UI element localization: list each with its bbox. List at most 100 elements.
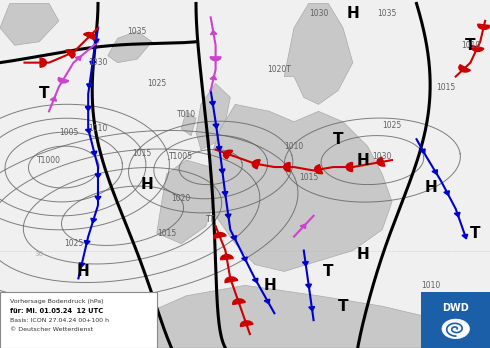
Text: 1030: 1030 bbox=[88, 58, 108, 67]
Polygon shape bbox=[300, 224, 306, 229]
Text: 1010: 1010 bbox=[461, 41, 480, 50]
Text: H: H bbox=[425, 180, 438, 196]
Text: 1015: 1015 bbox=[436, 82, 456, 92]
Polygon shape bbox=[79, 263, 85, 267]
Text: DWD: DWD bbox=[442, 303, 469, 313]
Polygon shape bbox=[157, 160, 216, 244]
Wedge shape bbox=[377, 157, 385, 166]
Polygon shape bbox=[302, 262, 308, 266]
Text: 1020: 1020 bbox=[172, 194, 191, 203]
Wedge shape bbox=[252, 160, 260, 169]
Polygon shape bbox=[84, 240, 90, 245]
Wedge shape bbox=[210, 57, 221, 61]
Text: 1020T: 1020T bbox=[268, 65, 291, 74]
Wedge shape bbox=[220, 255, 233, 260]
Text: H: H bbox=[141, 177, 153, 192]
Polygon shape bbox=[87, 84, 93, 88]
Polygon shape bbox=[210, 76, 217, 80]
Text: © Deutscher Wetterdienst: © Deutscher Wetterdienst bbox=[10, 327, 93, 332]
Polygon shape bbox=[306, 284, 312, 288]
FancyBboxPatch shape bbox=[421, 292, 490, 348]
Polygon shape bbox=[454, 212, 460, 217]
Polygon shape bbox=[219, 169, 225, 173]
Polygon shape bbox=[210, 102, 216, 106]
Wedge shape bbox=[471, 46, 484, 52]
Text: T: T bbox=[323, 264, 334, 279]
Text: T: T bbox=[470, 226, 481, 241]
Wedge shape bbox=[315, 165, 322, 174]
Text: H: H bbox=[263, 278, 276, 293]
Wedge shape bbox=[225, 277, 238, 283]
Text: 1010: 1010 bbox=[284, 142, 304, 151]
Text: 1025: 1025 bbox=[147, 79, 167, 88]
FancyBboxPatch shape bbox=[0, 292, 157, 348]
Polygon shape bbox=[231, 236, 237, 240]
Wedge shape bbox=[40, 58, 47, 67]
Polygon shape bbox=[211, 31, 217, 34]
Polygon shape bbox=[90, 61, 96, 66]
Wedge shape bbox=[284, 163, 290, 172]
Text: 1015: 1015 bbox=[132, 149, 152, 158]
Text: 1010: 1010 bbox=[421, 281, 441, 290]
Text: 1025: 1025 bbox=[382, 121, 402, 130]
Polygon shape bbox=[85, 106, 91, 111]
Text: 30: 30 bbox=[35, 251, 44, 257]
Text: H: H bbox=[77, 264, 90, 279]
Text: 1015: 1015 bbox=[157, 229, 176, 238]
Polygon shape bbox=[196, 84, 230, 150]
Wedge shape bbox=[346, 163, 352, 172]
Polygon shape bbox=[147, 285, 465, 348]
Polygon shape bbox=[462, 234, 468, 239]
Text: 1015: 1015 bbox=[299, 173, 318, 182]
Wedge shape bbox=[459, 65, 470, 72]
Polygon shape bbox=[0, 3, 59, 45]
Wedge shape bbox=[223, 150, 233, 159]
Polygon shape bbox=[309, 307, 315, 311]
Polygon shape bbox=[284, 3, 353, 104]
Polygon shape bbox=[213, 124, 219, 128]
Polygon shape bbox=[181, 111, 196, 136]
Text: T010: T010 bbox=[176, 110, 196, 119]
Polygon shape bbox=[252, 278, 258, 283]
Circle shape bbox=[442, 319, 469, 339]
Polygon shape bbox=[242, 257, 247, 262]
Text: H: H bbox=[346, 6, 359, 22]
Polygon shape bbox=[75, 56, 81, 61]
Text: T: T bbox=[465, 38, 476, 53]
Polygon shape bbox=[95, 174, 101, 178]
Polygon shape bbox=[85, 129, 91, 133]
Text: T1005: T1005 bbox=[170, 152, 193, 161]
Polygon shape bbox=[419, 149, 425, 153]
Text: Vorhersage Bodendruck (hPa): Vorhersage Bodendruck (hPa) bbox=[10, 299, 103, 303]
Text: T1000: T1000 bbox=[37, 156, 61, 165]
Text: TT: TT bbox=[206, 215, 215, 224]
Text: für: Mi. 01.05.24  12 UTC: für: Mi. 01.05.24 12 UTC bbox=[10, 308, 103, 315]
Polygon shape bbox=[91, 151, 97, 156]
Text: 1035: 1035 bbox=[127, 27, 147, 36]
Text: 1025: 1025 bbox=[64, 239, 83, 248]
Text: 1035: 1035 bbox=[377, 9, 397, 18]
Text: 1030: 1030 bbox=[372, 152, 392, 161]
Polygon shape bbox=[95, 197, 101, 201]
Text: 1030: 1030 bbox=[309, 9, 328, 18]
Polygon shape bbox=[444, 191, 449, 196]
Wedge shape bbox=[478, 24, 490, 29]
Polygon shape bbox=[93, 39, 99, 43]
Wedge shape bbox=[233, 299, 245, 304]
Polygon shape bbox=[91, 218, 97, 223]
Text: H: H bbox=[356, 152, 369, 168]
Polygon shape bbox=[216, 147, 222, 151]
Wedge shape bbox=[58, 78, 69, 83]
Polygon shape bbox=[432, 170, 438, 174]
Wedge shape bbox=[84, 32, 95, 40]
Polygon shape bbox=[264, 299, 270, 304]
Wedge shape bbox=[214, 232, 226, 238]
Text: T: T bbox=[338, 299, 348, 314]
Text: 1010: 1010 bbox=[88, 124, 108, 133]
Polygon shape bbox=[222, 191, 228, 196]
Polygon shape bbox=[108, 31, 152, 63]
Wedge shape bbox=[65, 50, 75, 58]
Polygon shape bbox=[225, 214, 231, 219]
Text: T: T bbox=[333, 132, 343, 147]
Text: T: T bbox=[39, 86, 49, 102]
